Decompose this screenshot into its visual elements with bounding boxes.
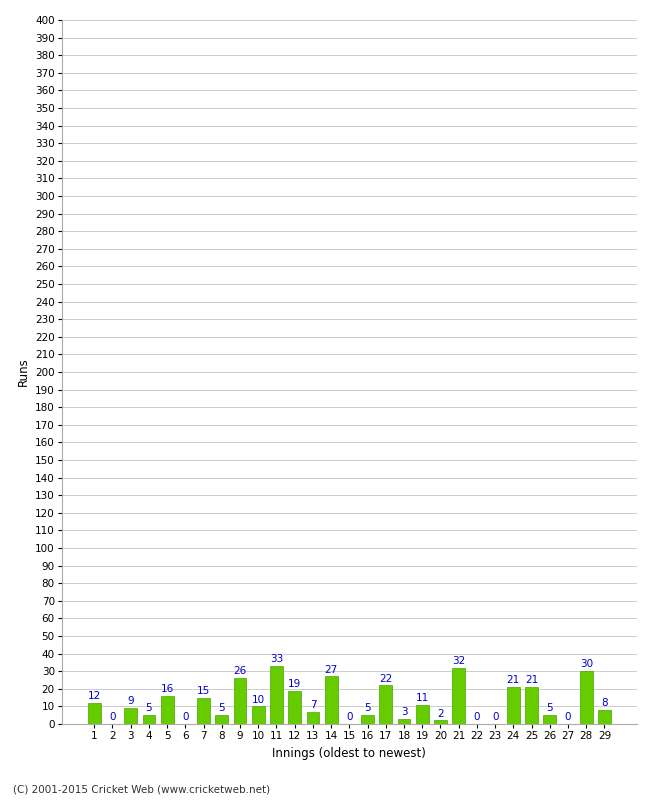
Bar xyxy=(598,710,611,724)
Bar xyxy=(325,677,337,724)
Text: 2: 2 xyxy=(437,709,444,718)
Text: 0: 0 xyxy=(346,712,352,722)
Bar xyxy=(434,721,447,724)
Text: 21: 21 xyxy=(525,675,538,686)
Text: 8: 8 xyxy=(601,698,608,708)
Text: 16: 16 xyxy=(161,684,174,694)
Text: 15: 15 xyxy=(197,686,210,696)
Text: 27: 27 xyxy=(324,665,338,674)
Bar xyxy=(215,715,228,724)
Bar xyxy=(142,715,155,724)
Text: 5: 5 xyxy=(218,703,225,714)
Bar xyxy=(580,671,593,724)
Bar xyxy=(380,686,392,724)
Text: 30: 30 xyxy=(580,659,593,670)
Bar xyxy=(361,715,374,724)
Text: 33: 33 xyxy=(270,654,283,664)
Bar xyxy=(289,690,301,724)
Text: 0: 0 xyxy=(109,712,116,722)
Text: 11: 11 xyxy=(415,693,429,703)
Text: 0: 0 xyxy=(182,712,188,722)
Text: 0: 0 xyxy=(492,712,499,722)
Text: 0: 0 xyxy=(474,712,480,722)
Bar xyxy=(307,712,319,724)
Text: 32: 32 xyxy=(452,656,465,666)
Bar xyxy=(88,703,101,724)
X-axis label: Innings (oldest to newest): Innings (oldest to newest) xyxy=(272,746,426,759)
Bar xyxy=(507,687,520,724)
Text: 7: 7 xyxy=(309,700,317,710)
Text: 21: 21 xyxy=(507,675,520,686)
Bar xyxy=(452,668,465,724)
Text: 5: 5 xyxy=(364,703,371,714)
Bar xyxy=(197,698,210,724)
Bar xyxy=(398,718,410,724)
Bar xyxy=(416,705,428,724)
Bar xyxy=(233,678,246,724)
Bar xyxy=(161,696,174,724)
Text: (C) 2001-2015 Cricket Web (www.cricketweb.net): (C) 2001-2015 Cricket Web (www.cricketwe… xyxy=(13,784,270,794)
Bar xyxy=(252,706,265,724)
Text: 0: 0 xyxy=(565,712,571,722)
Bar xyxy=(525,687,538,724)
Bar xyxy=(270,666,283,724)
Text: 12: 12 xyxy=(88,691,101,701)
Y-axis label: Runs: Runs xyxy=(16,358,29,386)
Text: 26: 26 xyxy=(233,666,246,677)
Text: 9: 9 xyxy=(127,696,134,706)
Text: 5: 5 xyxy=(146,703,152,714)
Text: 19: 19 xyxy=(288,678,302,689)
Text: 10: 10 xyxy=(252,694,265,705)
Text: 22: 22 xyxy=(379,674,393,683)
Text: 5: 5 xyxy=(547,703,553,714)
Bar xyxy=(543,715,556,724)
Text: 3: 3 xyxy=(401,707,408,717)
Bar xyxy=(124,708,137,724)
